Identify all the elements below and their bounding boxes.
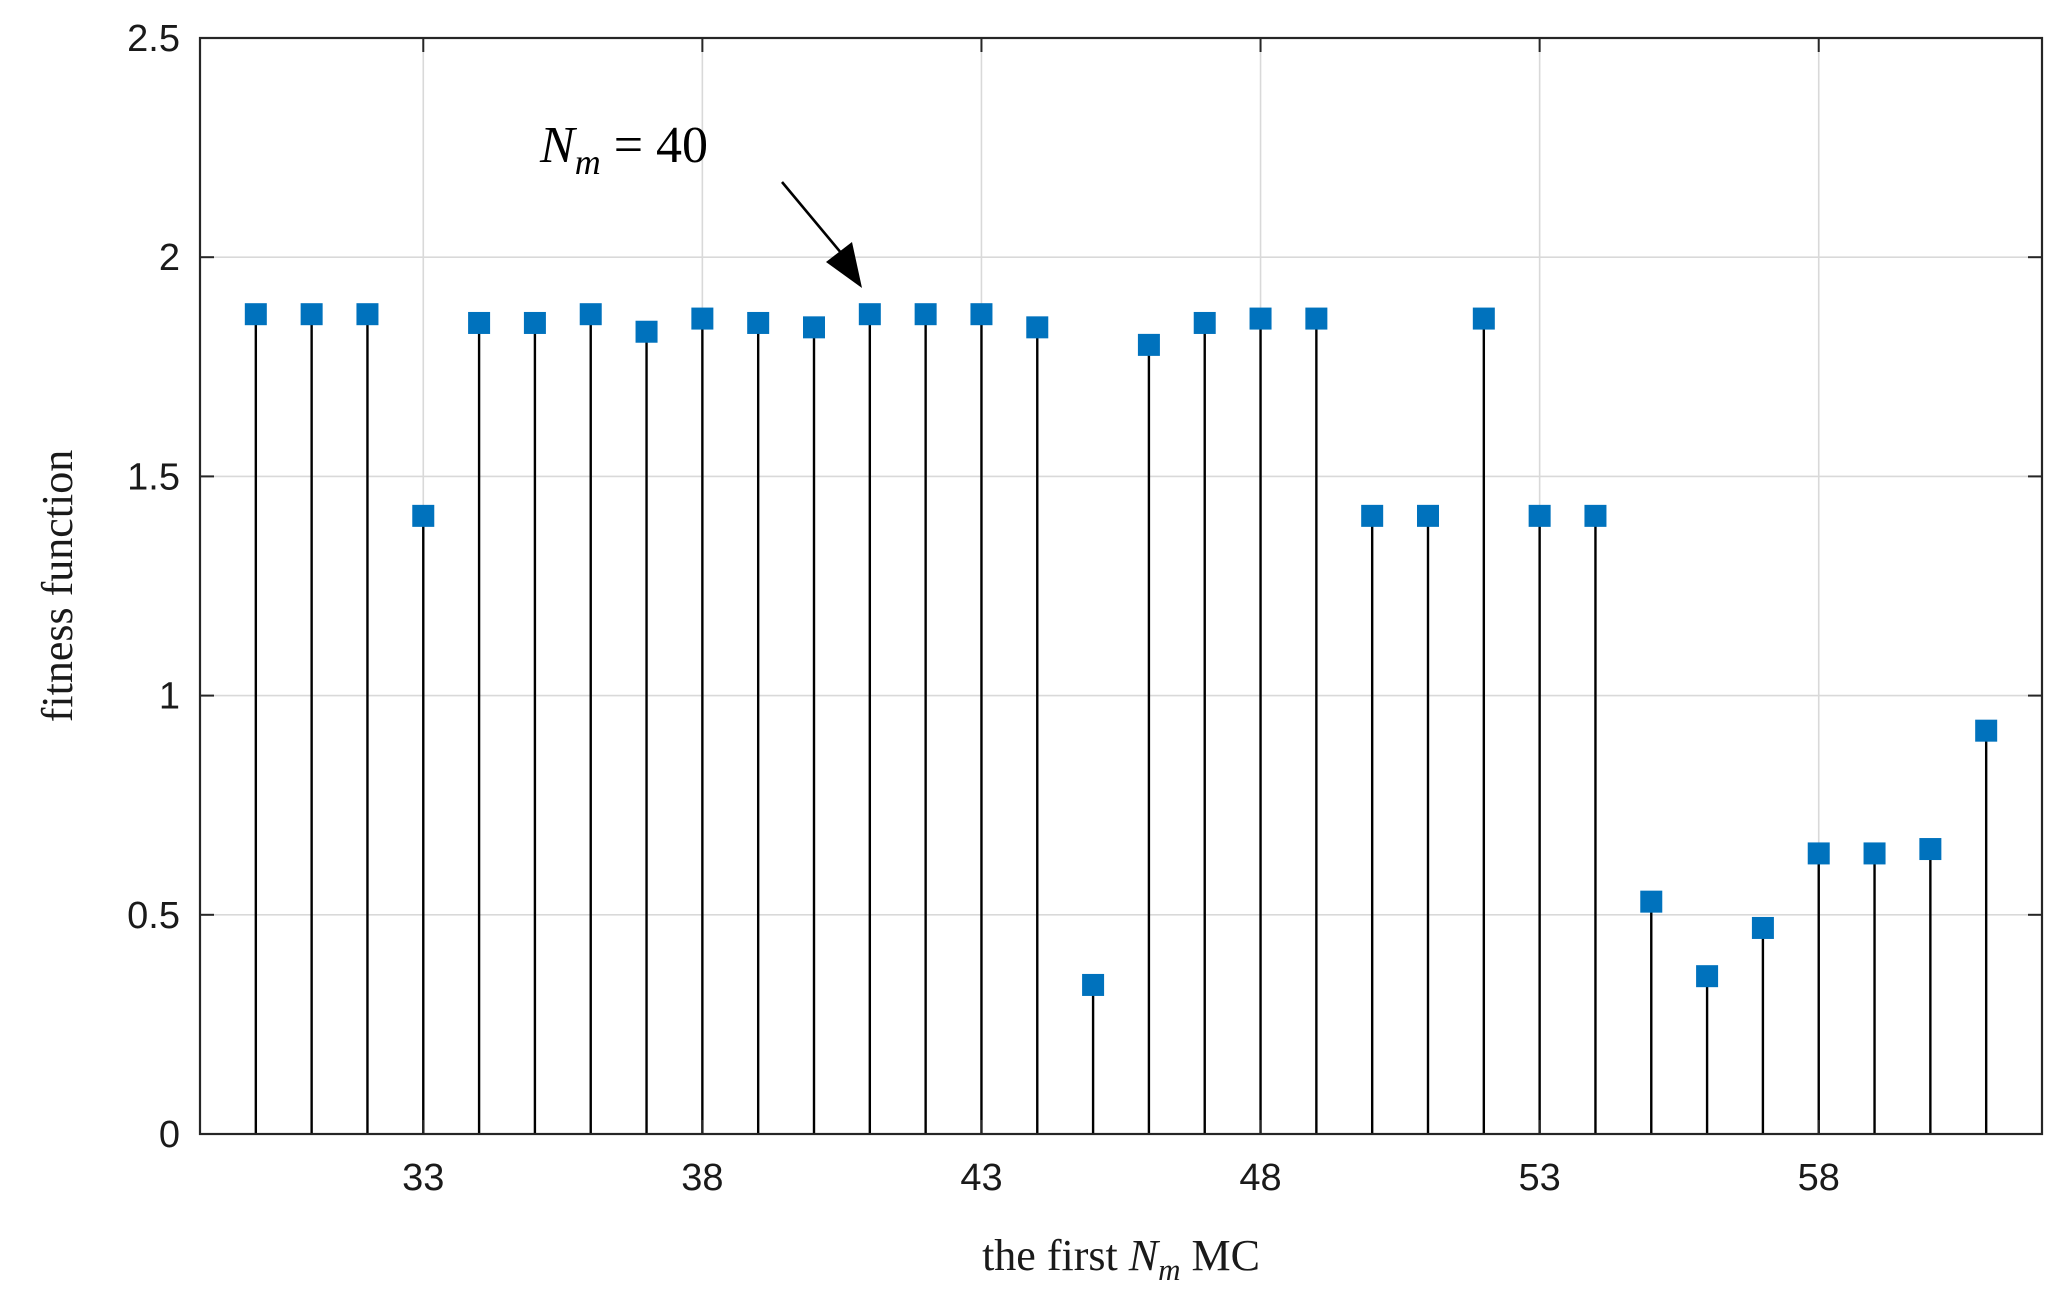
stem-marker [803, 316, 825, 339]
plot-frame [198, 36, 2044, 1136]
stem-marker [1082, 973, 1105, 996]
stem-marker [1361, 504, 1384, 527]
stem-marker [356, 303, 379, 326]
stem-marker [412, 504, 435, 527]
stem-marker [523, 311, 546, 334]
x-tick-label: 33 [402, 1157, 444, 1199]
y-tick-label: 0.5 [127, 895, 180, 937]
stem-marker [1807, 842, 1830, 865]
stem-marker [1249, 307, 1272, 330]
stem-marker [244, 303, 267, 326]
stem-marker [1863, 842, 1886, 865]
grid-lines [200, 37, 2042, 1135]
stem-marker [747, 311, 770, 334]
y-tick-label: 0 [159, 1114, 180, 1156]
annotation-label: Nm = 40 [539, 117, 708, 182]
stem-marker [1472, 307, 1495, 330]
stems [254, 314, 1988, 1134]
x-tick-label: 58 [1798, 1157, 1840, 1199]
x-ticks: 33 38 43 48 53 58 [402, 38, 1840, 1199]
stem-marker [858, 303, 881, 326]
stem-marker [1640, 890, 1663, 913]
stem-marker [1751, 916, 1774, 939]
stem-marker [1026, 316, 1049, 339]
y-axis-label: fitness function [33, 450, 82, 723]
x-tick-label: 48 [1239, 1157, 1281, 1199]
x-tick-label: 38 [681, 1157, 723, 1199]
stem-marker [1193, 311, 1216, 334]
annotation-arrowhead [826, 242, 862, 288]
y-tick-label: 2.5 [127, 18, 180, 60]
x-tick-label: 53 [1518, 1157, 1560, 1199]
x-tick-label: 43 [960, 1157, 1002, 1199]
stem-marker [970, 303, 993, 326]
stem-marker [1305, 307, 1328, 330]
stem-marker [691, 307, 714, 330]
stem-marker [1919, 838, 1942, 861]
annotation: Nm = 40 [539, 117, 862, 288]
x-axis-label-prefix: the first [982, 1231, 1129, 1280]
y-tick-label: 1.5 [127, 456, 180, 498]
stem-marker [1137, 333, 1160, 356]
stem-marker [1975, 719, 1998, 742]
y-tick-label: 1 [159, 676, 180, 718]
y-tick-label: 2 [159, 237, 180, 279]
x-axis-label-var: N [1128, 1231, 1161, 1280]
stem-marker [1584, 504, 1607, 527]
stem-marker [914, 303, 937, 326]
stem-marker [468, 311, 491, 334]
stem-marker [579, 303, 602, 326]
x-axis-label: the first Nm MC [982, 1231, 1260, 1287]
y-ticks: 0 0.5 1 1.5 2 2.5 [127, 18, 2042, 1156]
stem-marker [1528, 504, 1551, 527]
stem-marker [1696, 965, 1719, 988]
annotation-var: N [539, 117, 578, 174]
markers [244, 303, 1998, 996]
annotation-rest: = 40 [601, 117, 708, 174]
annotation-sub: m [575, 142, 601, 182]
stem-marker [635, 320, 658, 343]
x-axis-label-sub: m [1158, 1252, 1180, 1287]
stem-marker [1417, 504, 1439, 527]
x-axis-label-suffix: MC [1180, 1231, 1259, 1280]
stem-marker [300, 303, 323, 326]
